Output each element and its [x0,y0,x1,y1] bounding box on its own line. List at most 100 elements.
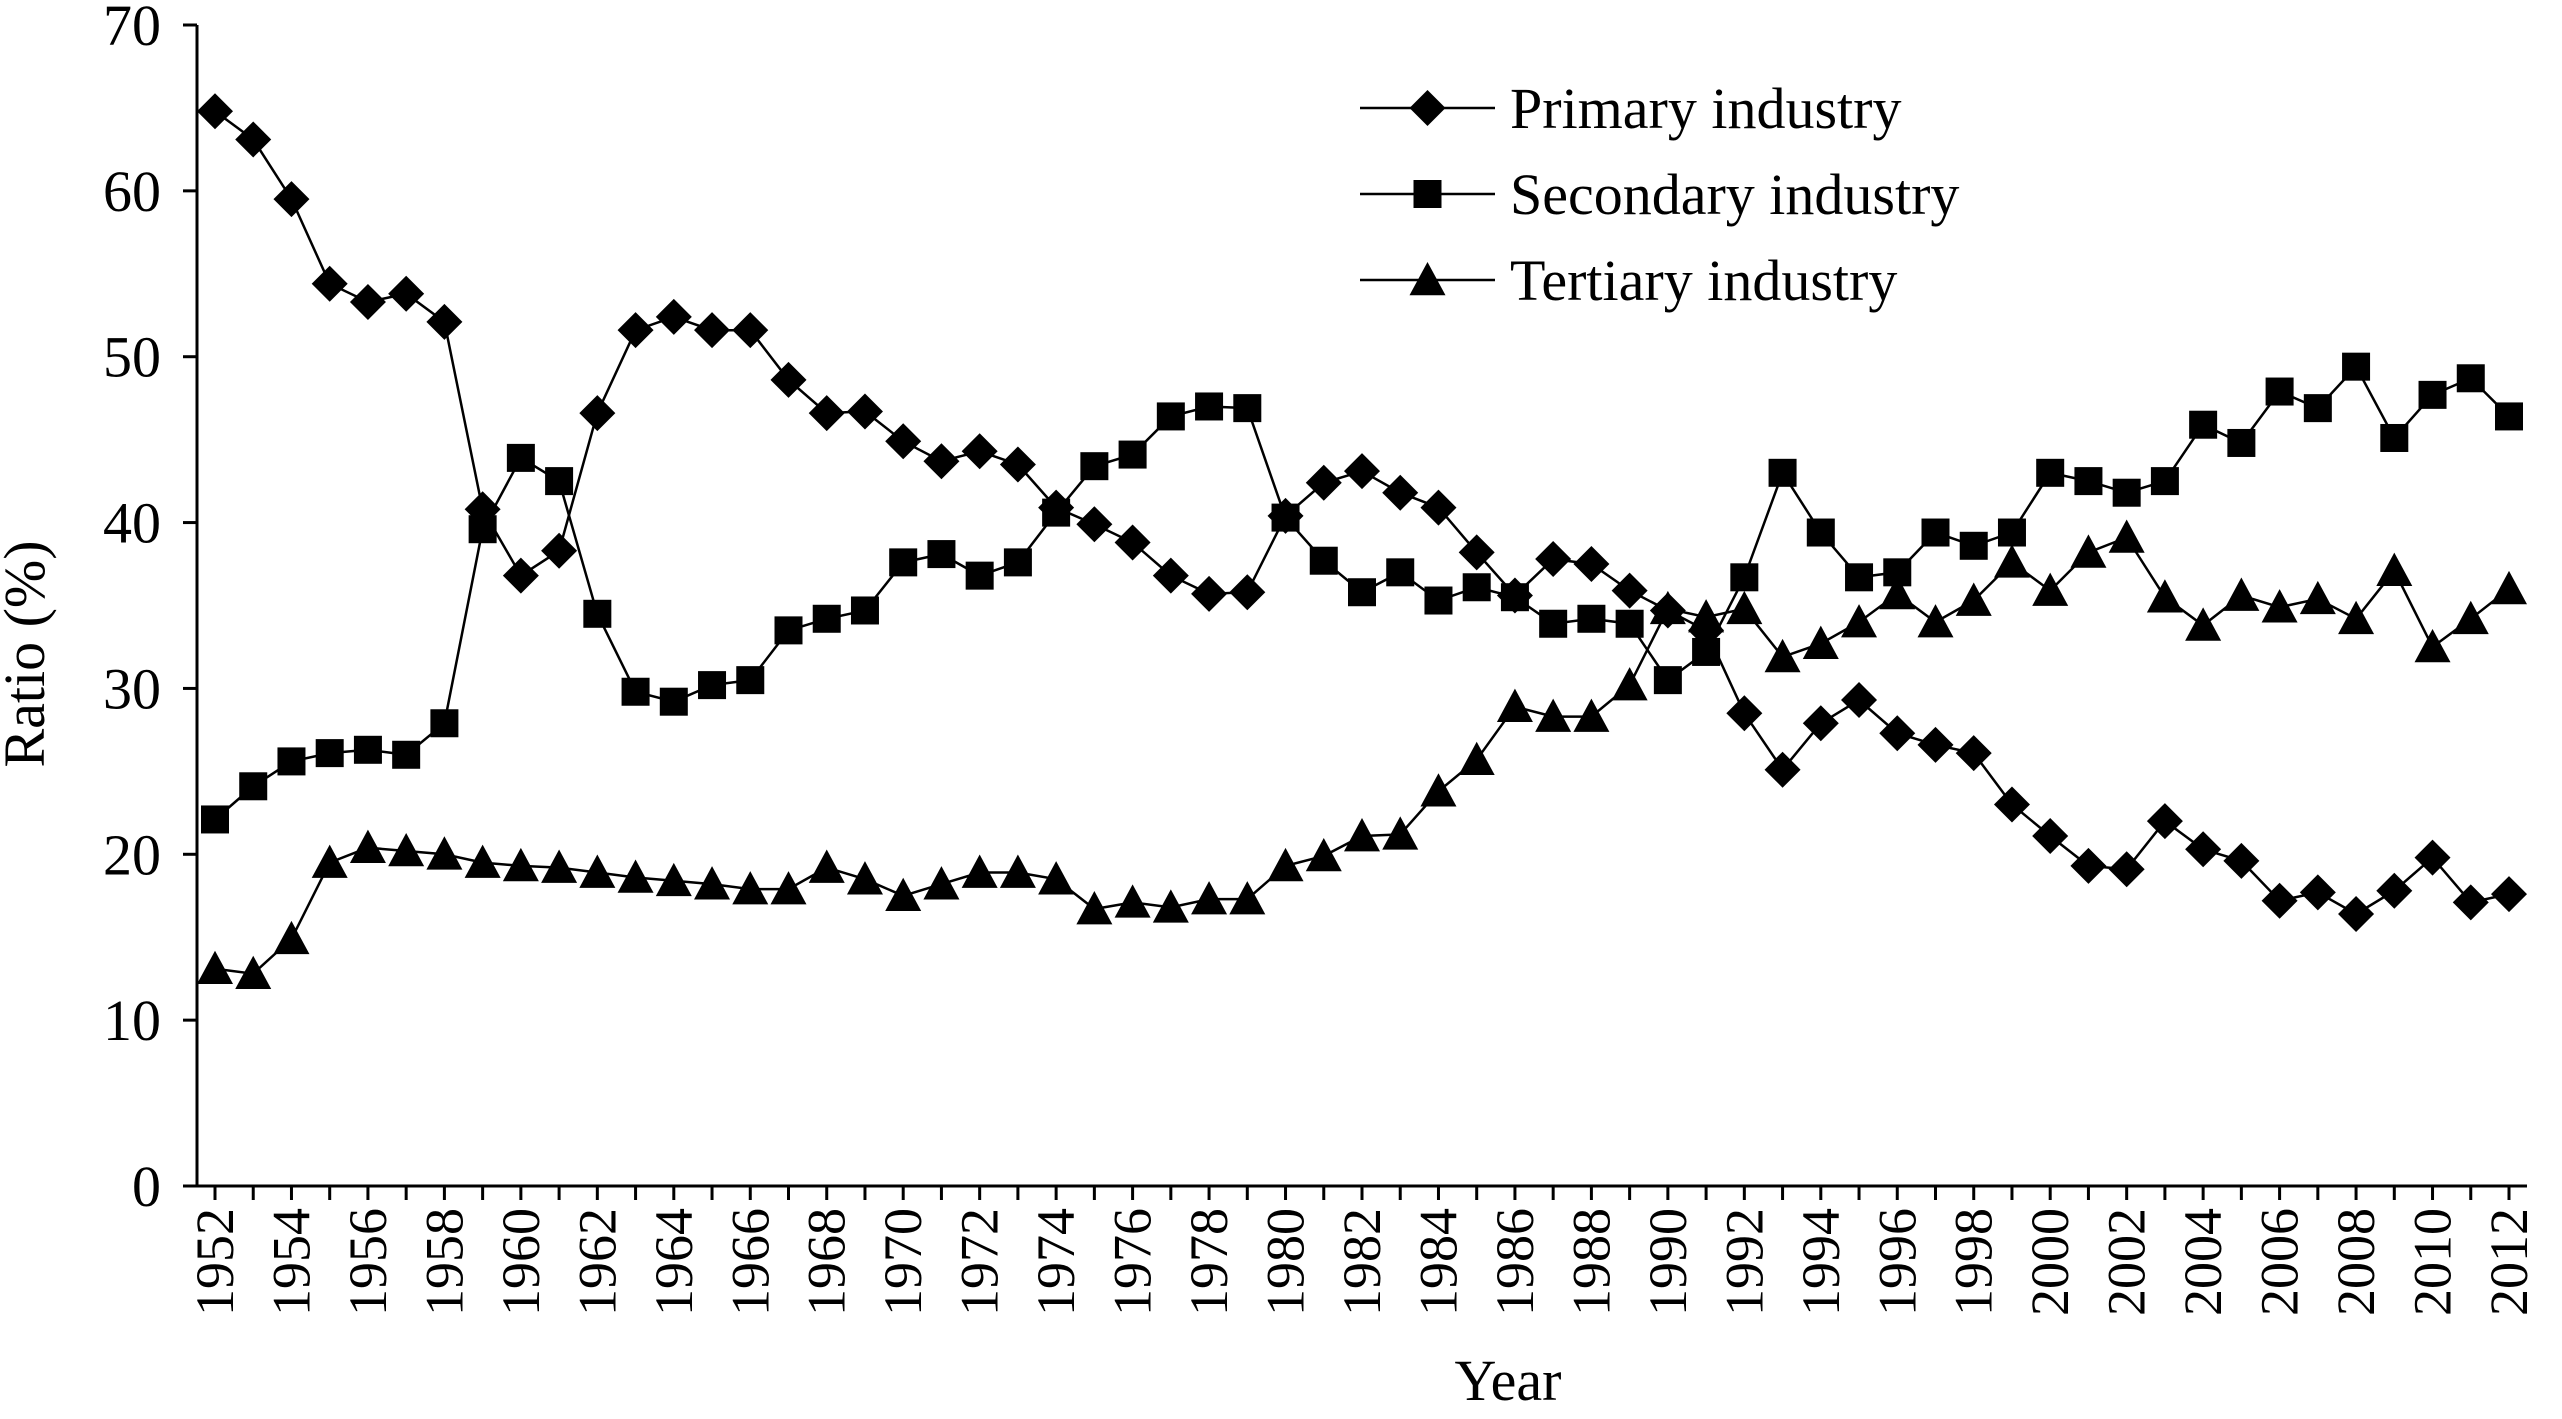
data-point [694,866,731,900]
series-2 [201,352,2523,834]
data-point [1114,884,1151,918]
data-point [1382,474,1419,511]
data-point [2261,589,2298,623]
data-point [1420,773,1457,807]
data-point [889,548,918,577]
x-tick-label: 2002 [2097,1208,2157,1316]
x-tick-label: 1972 [950,1208,1010,1316]
data-point [1500,583,1529,612]
data-point [1768,458,1797,487]
legend-marker [1409,90,1446,126]
data-point [1577,604,1606,633]
x-tick-label: 1958 [414,1208,474,1316]
data-point [927,540,956,569]
data-point [2342,352,2371,381]
data-point [2299,874,2336,911]
data-point [1305,464,1342,501]
x-tick-label: 1970 [873,1208,933,1316]
series-3 [197,519,2527,990]
data-point [1076,506,1113,543]
data-point [999,854,1036,888]
data-point [2185,607,2222,641]
data-point [541,849,578,883]
data-point [1726,590,1763,625]
data-point [2418,380,2447,409]
data-point [1156,402,1185,431]
data-point [2299,580,2336,615]
data-point [349,829,386,863]
legend-label: Tertiary industry [1510,248,1897,313]
data-point [1879,575,1916,610]
x-tick-label: 2008 [2326,1208,2386,1316]
data-point [2338,895,2375,932]
data-point [885,423,922,460]
data-point [1959,531,1988,560]
data-point [2491,876,2527,913]
x-tick-label: 1978 [1179,1208,1239,1316]
data-point [659,687,688,716]
data-point [732,871,769,905]
x-tick-label: 1964 [644,1208,704,1316]
y-tick-label: 70 [103,0,161,58]
data-point [770,871,807,905]
data-point [1917,604,1954,638]
data-point [239,772,268,801]
data-point [2074,467,2103,496]
data-point [1233,394,1262,423]
data-point [846,393,883,430]
y-tick-label: 40 [103,491,161,556]
data-point [583,599,612,628]
data-point [1726,695,1763,732]
data-point [430,709,459,738]
data-point [1076,891,1113,925]
data-point [1993,786,2030,823]
data-point [1573,546,1610,583]
data-point [1458,534,1495,571]
data-point [2223,577,2260,611]
data-point [1611,667,1648,701]
data-point [1841,604,1878,638]
data-point [1386,558,1415,587]
data-point [1802,705,1839,742]
data-point [311,844,348,878]
x-tick-label: 1996 [1867,1208,1927,1316]
data-point [1806,518,1835,547]
x-tick-label: 2000 [2020,1208,2080,1316]
data-point [1344,453,1380,490]
data-point [2452,884,2489,921]
data-point [617,859,654,893]
data-point [2070,534,2107,568]
y-axis-label: Ratio (%) [0,540,57,767]
data-point [2376,872,2413,909]
data-point [961,433,998,470]
data-point [1535,698,1572,732]
data-point [353,735,382,764]
data-point [770,361,807,398]
data-point [426,303,463,340]
data-point [655,298,692,335]
x-tick-label: 1998 [1944,1208,2004,1316]
data-point [388,832,425,867]
data-point [1802,625,1839,659]
data-point [1382,816,1419,850]
data-point [1730,563,1759,592]
data-point [774,616,803,645]
data-point [1309,546,1338,575]
data-point [502,847,539,882]
data-point [2223,842,2260,879]
data-point [1535,541,1572,578]
data-point [201,805,229,834]
data-point [2376,552,2413,586]
x-tick-label: 1954 [261,1208,321,1316]
data-point [2108,519,2145,553]
data-point [2265,377,2294,406]
data-point [1195,392,1224,421]
data-point [1611,572,1648,609]
data-point [311,265,348,302]
data-point [392,740,421,769]
data-point [1764,751,1801,788]
data-point [2032,818,2069,855]
data-point [1229,574,1266,611]
data-point [1993,544,2030,578]
